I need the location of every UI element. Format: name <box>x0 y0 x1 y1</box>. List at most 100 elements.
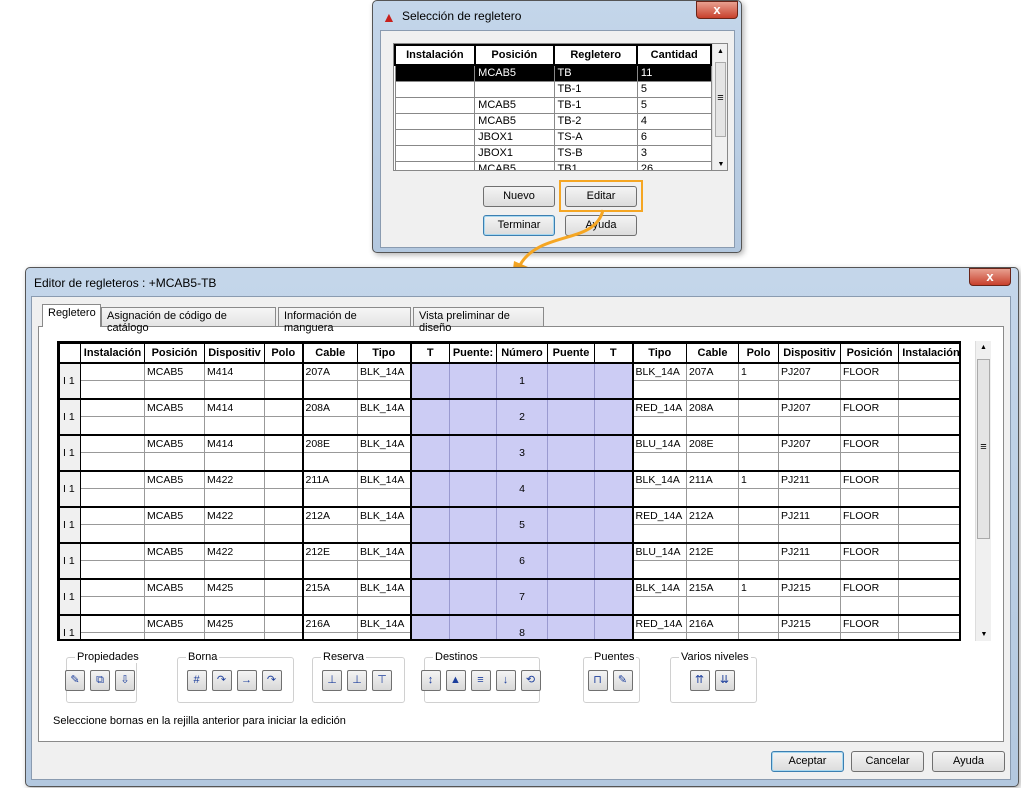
terminal-cell[interactable] <box>449 577 497 615</box>
cell-empty[interactable] <box>686 416 739 435</box>
column-header[interactable]: Regletero <box>553 44 639 66</box>
cell-left-instalación[interactable] <box>80 505 145 525</box>
cell-left-tipo[interactable]: BLK_14A <box>357 541 411 561</box>
cell-right[interactable]: BLK_14A <box>631 577 687 597</box>
cell-left-cable[interactable]: 216A <box>301 613 358 633</box>
cell-empty[interactable] <box>686 488 739 507</box>
terminal-number[interactable]: 8 <box>496 613 548 639</box>
cell-right[interactable] <box>738 433 779 453</box>
cell-empty[interactable] <box>738 380 779 399</box>
cell-left-tipo[interactable]: BLK_14A <box>357 433 411 453</box>
cell-empty[interactable] <box>80 416 145 435</box>
column-header[interactable]: Dispositiv <box>204 343 265 363</box>
paste-properties-icon[interactable]: ⇩ <box>115 670 135 691</box>
cell-left-cable[interactable]: 207A <box>301 361 358 381</box>
cell-empty[interactable] <box>631 632 687 639</box>
terminal-subrow[interactable] <box>60 452 959 471</box>
column-header[interactable]: Cable <box>686 343 739 363</box>
cell-right[interactable]: 1 <box>738 361 779 381</box>
cell-right[interactable]: PJ211 <box>778 505 841 525</box>
cell-right[interactable]: FLOOR <box>840 433 899 453</box>
cell-empty[interactable] <box>686 560 739 579</box>
terminal-row[interactable]: I 1 MCAB5 M414 208E BLK_14A 3 BLU_14A 208E PJ207… <box>59 433 959 471</box>
cell-left-dispositiv[interactable]: M414 <box>204 361 265 381</box>
terminal-cell[interactable] <box>409 469 450 507</box>
cell-empty[interactable] <box>144 632 205 639</box>
cell-empty[interactable] <box>898 596 959 615</box>
column-header[interactable]: Polo <box>738 343 779 363</box>
move-terminal-icon[interactable]: ↷ <box>211 670 232 691</box>
cell-empty[interactable] <box>264 524 303 543</box>
cell-right[interactable]: PJ211 <box>778 469 841 489</box>
terminal-cell[interactable] <box>449 613 497 639</box>
terminal-cell[interactable] <box>594 577 633 615</box>
terminal-cell[interactable] <box>449 361 497 399</box>
cell-empty[interactable] <box>738 632 779 639</box>
help-button[interactable]: Ayuda <box>932 751 1005 772</box>
cell-right[interactable] <box>738 505 779 525</box>
terminal-number[interactable]: 1 <box>496 361 548 399</box>
cell-right[interactable] <box>898 541 959 561</box>
cell-empty[interactable] <box>840 416 899 435</box>
column-header[interactable]: T <box>409 343 450 363</box>
cell-empty[interactable] <box>301 632 358 639</box>
cell-right[interactable]: BLU_14A <box>631 433 687 453</box>
cell-empty[interactable] <box>778 524 841 543</box>
cell-left-tipo[interactable]: BLK_14A <box>357 613 411 633</box>
cell-empty[interactable] <box>80 380 145 399</box>
cell-empty[interactable] <box>301 596 358 615</box>
row-header[interactable]: I 1 <box>59 505 81 543</box>
cell-left-polo[interactable] <box>264 577 303 597</box>
cell-left-cable[interactable]: 215A <box>301 577 358 597</box>
cell-empty[interactable] <box>778 488 841 507</box>
insert-spare-red-icon[interactable]: ⊥ <box>347 670 367 691</box>
edit-properties-icon[interactable]: ✎ <box>65 670 85 691</box>
cell-right[interactable]: 216A <box>686 613 739 633</box>
terminal-cell[interactable] <box>594 361 633 399</box>
terminal-cell[interactable] <box>547 361 595 399</box>
cell-left-cable[interactable]: 212A <box>301 505 358 525</box>
cell-empty[interactable] <box>631 524 687 543</box>
terminal-cell[interactable] <box>409 397 450 435</box>
cell-right[interactable]: RED_14A <box>631 505 687 525</box>
cell-right[interactable]: FLOOR <box>840 541 899 561</box>
scroll-down-icon[interactable]: ▼ <box>717 161 725 168</box>
cell-empty[interactable] <box>301 488 358 507</box>
terminal-cell[interactable] <box>547 541 595 579</box>
terminal-number[interactable]: 6 <box>496 541 548 579</box>
terminal-cell[interactable] <box>449 433 497 471</box>
cell-left-polo[interactable] <box>264 613 303 633</box>
cell-left-instalación[interactable] <box>80 541 145 561</box>
column-header[interactable]: Número <box>496 343 548 363</box>
move-level-up-icon[interactable]: ⇈ <box>689 670 710 691</box>
cell-empty[interactable] <box>357 380 411 399</box>
cell-left-polo[interactable] <box>264 361 303 381</box>
cell-empty[interactable] <box>204 560 265 579</box>
cell-empty[interactable] <box>738 488 779 507</box>
cell-empty[interactable] <box>357 524 411 543</box>
cell-empty[interactable] <box>631 488 687 507</box>
delete-spare-icon[interactable]: ⊤ <box>372 670 392 691</box>
cell-empty[interactable] <box>204 524 265 543</box>
list-row[interactable]: JBOX1 TS-B 3 <box>394 144 712 162</box>
cell-left-posición[interactable]: MCAB5 <box>144 541 205 561</box>
cell-right[interactable] <box>898 469 959 489</box>
terminal-cell[interactable] <box>409 577 450 615</box>
cell-empty[interactable] <box>144 560 205 579</box>
cell-left-polo[interactable] <box>264 505 303 525</box>
cell-empty[interactable] <box>357 596 411 615</box>
cell-right[interactable]: 215A <box>686 577 739 597</box>
move-level-down-icon[interactable]: ⇊ <box>714 670 735 691</box>
cell-empty[interactable] <box>840 596 899 615</box>
cell-right[interactable]: 212A <box>686 505 739 525</box>
cell-right[interactable]: BLK_14A <box>631 361 687 381</box>
close-button[interactable]: x <box>969 268 1011 286</box>
scroll-down-icon[interactable]: ▼ <box>980 631 988 638</box>
tab-0[interactable]: Regletero <box>42 304 101 327</box>
cell-empty[interactable] <box>840 488 899 507</box>
cell-empty[interactable] <box>898 416 959 435</box>
cell-empty[interactable] <box>357 452 411 471</box>
cell-left-dispositiv[interactable]: M425 <box>204 613 265 633</box>
cell-right[interactable]: FLOOR <box>840 577 899 597</box>
scroll-thumb[interactable]: ≡ <box>977 359 990 539</box>
